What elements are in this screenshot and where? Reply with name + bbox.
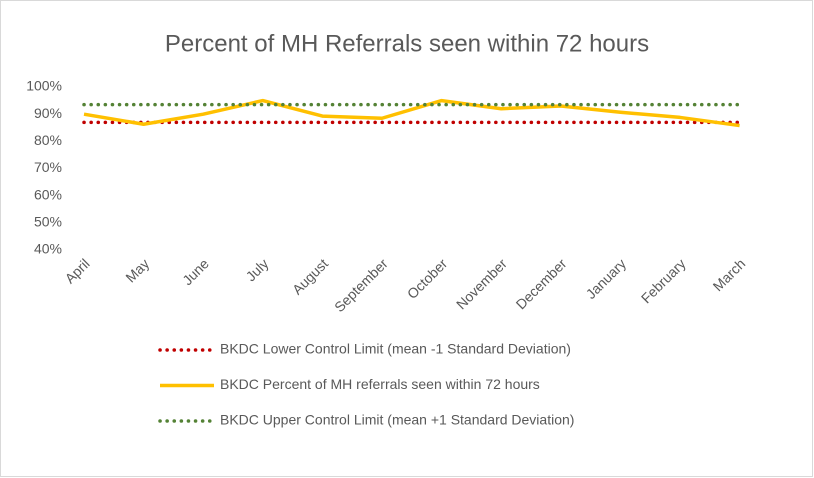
y-tick-label: 80% bbox=[34, 132, 62, 148]
legend-label: BKDC Percent of MH referrals seen within… bbox=[220, 376, 540, 392]
y-tick-label: 100% bbox=[26, 78, 62, 94]
legend-label: BKDC Upper Control Limit (mean +1 Standa… bbox=[220, 412, 574, 428]
y-tick-label: 70% bbox=[34, 159, 62, 175]
y-tick-label: 60% bbox=[34, 186, 62, 202]
y-tick-label: 40% bbox=[34, 241, 62, 257]
y-tick-label: 50% bbox=[34, 214, 62, 230]
y-tick-label: 90% bbox=[34, 105, 62, 121]
series-line bbox=[83, 98, 740, 128]
legend-label: BKDC Lower Control Limit (mean -1 Standa… bbox=[220, 341, 571, 357]
chart-title: Percent of MH Referrals seen within 72 h… bbox=[165, 30, 649, 57]
